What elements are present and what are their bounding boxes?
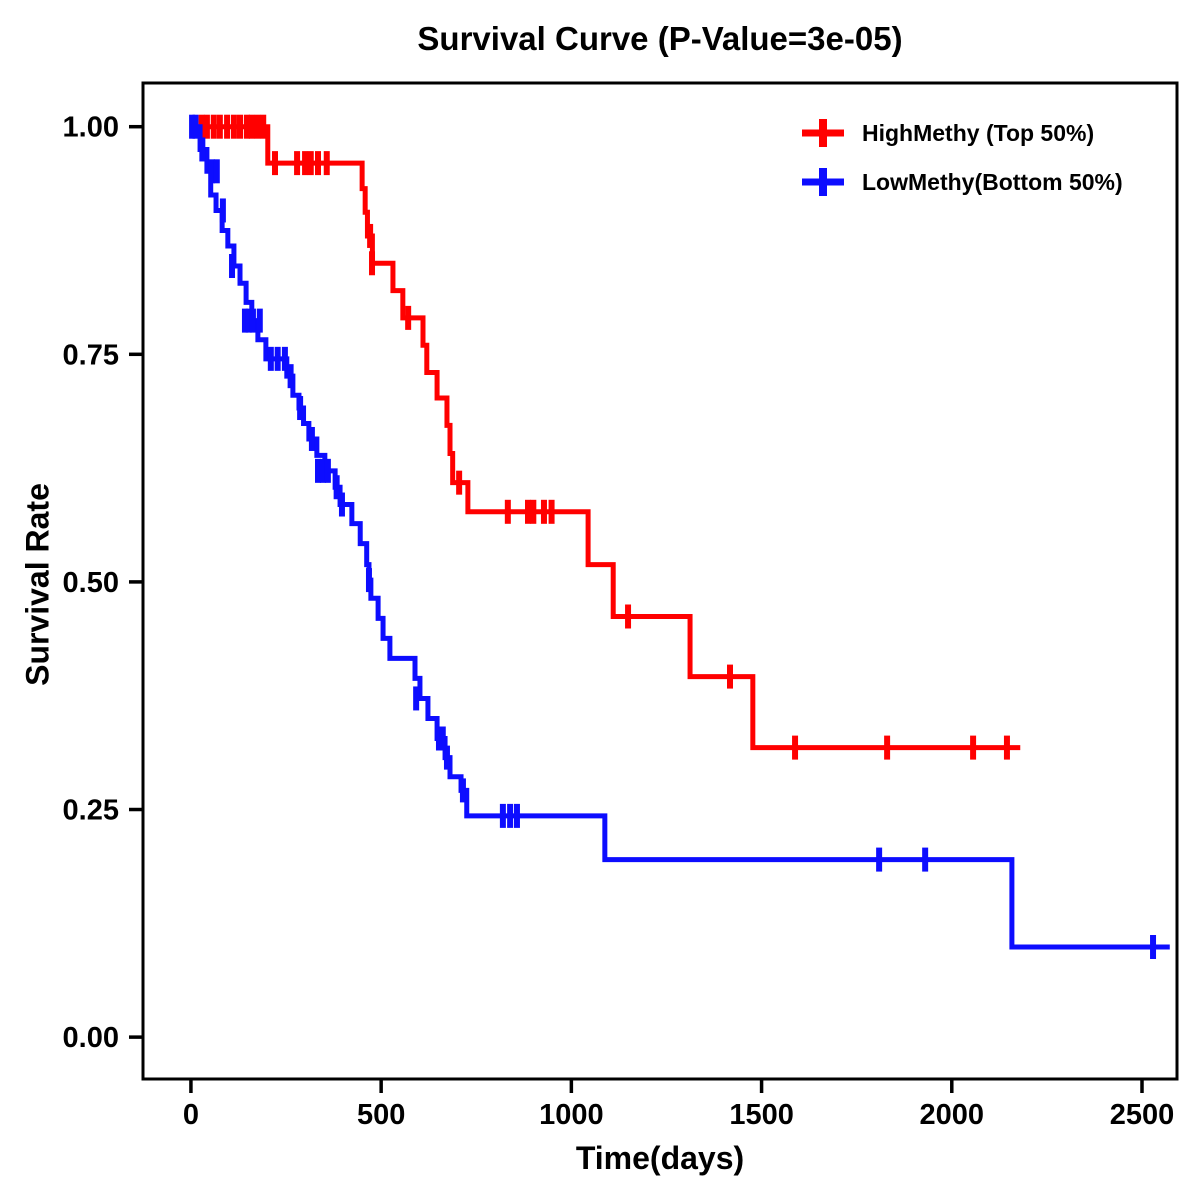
survival-curve-highmethy — [190, 124, 1021, 751]
y-tick-label: 1.00 — [63, 112, 119, 144]
plus-marker-icon — [802, 168, 844, 196]
x-tick-label: 1000 — [539, 1099, 604, 1131]
x-tick-label: 2000 — [920, 1099, 985, 1131]
legend-entry-lowmethy: LowMethy(Bottom 50%) — [800, 165, 1123, 199]
y-tick-label: 0.25 — [63, 795, 119, 827]
x-tick-label: 2500 — [1110, 1099, 1175, 1131]
plus-marker-icon — [802, 119, 844, 147]
plot-border — [141, 81, 1179, 1081]
y-axis-title: Survival Rate — [19, 483, 56, 686]
legend: HighMethy (Top 50%) LowMethy(Bottom 50%) — [800, 116, 1123, 199]
legend-label-lowmethy: LowMethy(Bottom 50%) — [862, 168, 1123, 195]
x-tick-label: 0 — [183, 1099, 199, 1131]
legend-label-highmethy: HighMethy (Top 50%) — [862, 119, 1095, 146]
legend-entry-highmethy: HighMethy (Top 50%) — [800, 116, 1123, 150]
chart-title: Survival Curve (P-Value=3e-05) — [417, 20, 903, 57]
y-tick-label: 0.50 — [63, 567, 119, 599]
x-tick-label: 500 — [357, 1099, 405, 1131]
survival-curve-lowmethy — [190, 124, 1170, 950]
y-tick-label: 0.75 — [63, 339, 119, 371]
y-tick-label: 0.00 — [63, 1022, 119, 1054]
x-axis-title: Time(days) — [575, 1140, 745, 1176]
x-tick-label: 1500 — [729, 1099, 794, 1131]
